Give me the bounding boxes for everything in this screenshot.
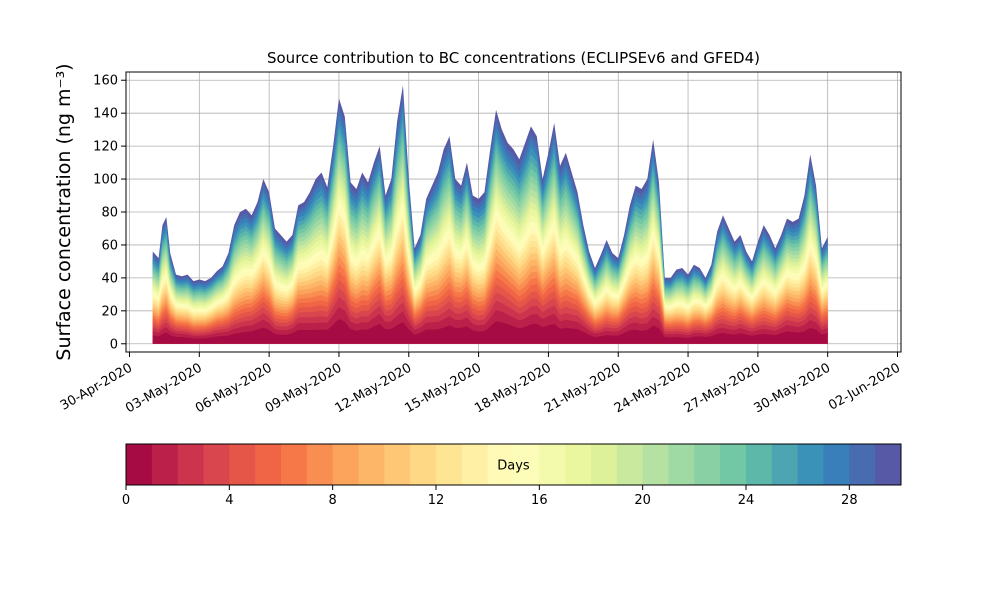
colorbar-segment (229, 444, 256, 485)
colorbar-segment (746, 444, 773, 485)
y-tick-label: 140 (93, 107, 118, 122)
colorbar-segment (668, 444, 695, 485)
colorbar-segment (151, 444, 179, 485)
colorbar-segment (384, 444, 411, 485)
x-tick-label: 24-May-2020 (612, 361, 694, 417)
colorbar-tick-label: 20 (634, 493, 651, 508)
colorbar-segment (823, 444, 850, 485)
colorbar-segment (849, 444, 876, 485)
colorbar-segment (487, 444, 514, 485)
colorbar-tick-label: 8 (329, 493, 337, 508)
colorbar-segment (436, 444, 463, 485)
x-tick-label: 09-May-2020 (263, 361, 345, 417)
x-tick-label: 27-May-2020 (682, 361, 764, 417)
y-tick-label: 60 (101, 238, 118, 253)
colorbar-segment (126, 444, 153, 485)
x-tick-label: 12-May-2020 (333, 361, 415, 417)
y-tick-label: 80 (101, 206, 118, 221)
colorbar-segment (255, 444, 282, 485)
x-tick-label: 03-May-2020 (123, 361, 205, 417)
colorbar-tick-label: 12 (428, 493, 445, 508)
colorbar-segment (694, 444, 721, 485)
colorbar-segment (720, 444, 747, 485)
colorbar-frame (125, 443, 902, 486)
colorbar-segment (771, 444, 799, 485)
colorbar-segment (461, 444, 489, 485)
x-tick-label: 21-May-2020 (542, 361, 624, 417)
colorbar-segment (281, 444, 308, 485)
colorbar-segment (410, 444, 437, 485)
colorbar (125, 443, 902, 486)
colorbar-segment (616, 444, 644, 485)
y-axis-ticks: 0 20 40 60 80 100 120 140 160 (93, 74, 126, 352)
colorbar-segment (565, 444, 592, 485)
colorbar-segment (591, 444, 618, 485)
colorbar-segment (539, 444, 566, 485)
colorbar-tick-label: 16 (531, 493, 548, 508)
colorbar-segment (306, 444, 334, 485)
y-tick-label: 40 (101, 271, 118, 286)
colorbar-segment (513, 444, 540, 485)
colorbar-tick-label: 0 (122, 493, 130, 508)
colorbar-segment (358, 444, 385, 485)
colorbar-segment (332, 444, 359, 485)
colorbar-tick-label: 28 (841, 493, 858, 508)
x-tick-label: 18-May-2020 (472, 361, 554, 417)
area-layer-day-0 (152, 319, 828, 344)
x-tick-label: 06-May-2020 (193, 361, 275, 417)
colorbar-segment (797, 444, 824, 485)
y-tick-label: 0 (110, 337, 118, 352)
y-tick-label: 160 (93, 74, 118, 89)
x-tick-label: 15-May-2020 (402, 361, 484, 417)
x-tick-label: 30-May-2020 (752, 361, 834, 417)
y-tick-label: 120 (93, 140, 118, 155)
colorbar-segment (177, 444, 204, 485)
colorbar-segment (875, 444, 902, 485)
x-tick-label: 02-Jun-2020 (826, 361, 903, 414)
colorbar-tick-label: 24 (738, 493, 755, 508)
colorbar-label: Days (497, 459, 530, 474)
y-axis-label: Surface concentration (ng m⁻³) (53, 63, 75, 360)
y-tick-label: 20 (101, 304, 118, 319)
colorbar-segment (203, 444, 230, 485)
colorbar-tick-label: 4 (225, 493, 233, 508)
x-axis-ticks: 30-Apr-202003-May-202006-May-202009-May-… (58, 352, 903, 416)
colorbar-ticks: 0 4 8 12 16 20 24 28 (122, 485, 858, 508)
y-tick-label: 100 (93, 173, 118, 188)
colorbar-segment (642, 444, 669, 485)
chart-title: Source contribution to BC concentrations… (267, 49, 760, 67)
stacked-areas (152, 85, 828, 344)
